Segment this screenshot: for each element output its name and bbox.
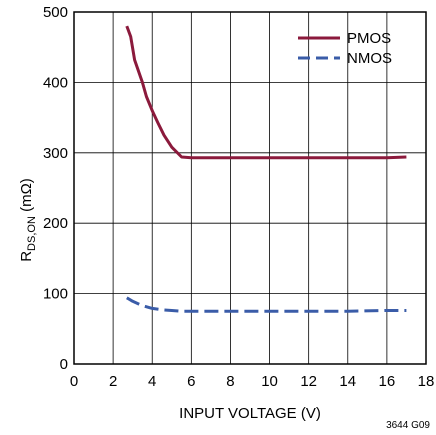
plot-frame (73, 11, 427, 365)
pmos-series-line (125, 25, 407, 160)
x-tick-label: 14 (339, 373, 356, 390)
y-axis-title-subscript: DS,ON (26, 216, 38, 251)
x-tick-labels: 0 2 4 6 8 10 12 14 16 18 (70, 373, 435, 390)
y-tick-labels: 0 100 200 300 400 500 (43, 4, 68, 373)
nmos-series-line (126, 296, 407, 313)
x-tick-label: 4 (148, 373, 156, 390)
plot-series (125, 25, 407, 313)
y-axis-title-unit: (mΩ) (18, 178, 35, 216)
x-tick-label: 8 (226, 373, 234, 390)
y-tick-label: 300 (43, 145, 68, 162)
y-axis-title: RDS,ON (mΩ) (18, 178, 38, 262)
y-axis-title-base: R (18, 251, 35, 262)
x-tick-label: 0 (70, 373, 78, 390)
legend: PMOS NMOS (298, 30, 392, 67)
x-axis-title: INPUT VOLTAGE (V) (179, 405, 321, 422)
x-tick-label: 16 (379, 373, 396, 390)
y-tick-label: 100 (43, 286, 68, 303)
legend-label-nmos: NMOS (347, 50, 392, 67)
x-tick-label: 6 (187, 373, 195, 390)
y-tick-label: 500 (43, 4, 68, 21)
y-tick-label: 200 (43, 215, 68, 232)
x-tick-label: 18 (418, 373, 435, 390)
y-tick-label: 0 (60, 356, 68, 373)
figure-id-label: 3644 G09 (386, 420, 430, 431)
x-tick-label: 2 (109, 373, 117, 390)
legend-label-pmos: PMOS (347, 30, 391, 47)
grid-lines (74, 12, 426, 364)
x-tick-label: 10 (261, 373, 278, 390)
x-tick-label: 12 (300, 373, 317, 390)
y-tick-label: 400 (43, 74, 68, 91)
